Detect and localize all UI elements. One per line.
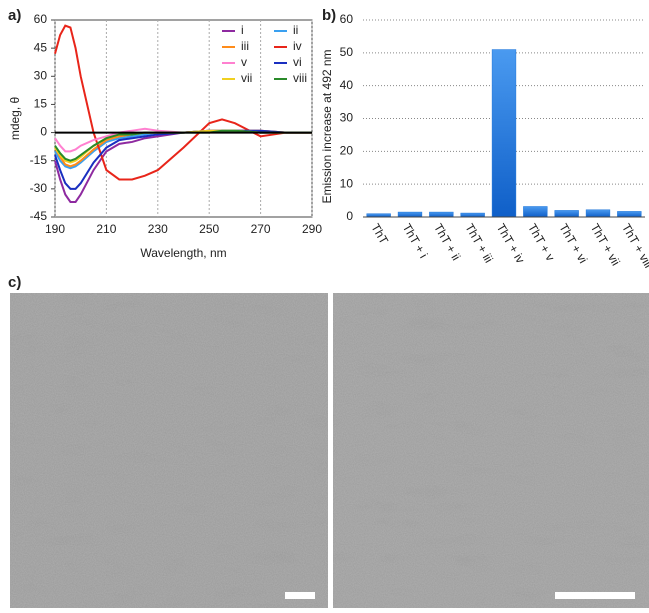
scale-bar (285, 592, 315, 599)
x-tick-label: ThT (368, 221, 391, 247)
x-tick-label: ThT + viii (619, 221, 649, 270)
y-tick-label: 60 (340, 12, 354, 26)
bar (617, 211, 642, 218)
x-tick-label: ThT + iii (462, 221, 496, 265)
panel-label: b) (322, 7, 336, 24)
y-tick-label: 50 (340, 45, 354, 59)
legend-label: iii (241, 39, 249, 53)
x-tick-label: 250 (199, 222, 219, 236)
y-tick-label: 15 (34, 97, 48, 111)
y-axis-label: Emission increase at 492 nm (320, 49, 334, 203)
legend-label: iv (293, 39, 302, 53)
bar (429, 211, 454, 218)
bar (554, 210, 579, 218)
y-tick-label: 20 (340, 144, 354, 158)
panel-label: c) (8, 274, 21, 291)
image-noise (333, 293, 649, 608)
legend-label: ii (293, 23, 298, 37)
x-tick-label: 230 (148, 222, 168, 236)
y-tick-label: 40 (340, 78, 354, 92)
legend-label: i (241, 23, 244, 37)
y-tick-label: -15 (30, 153, 48, 167)
series-line (54, 129, 312, 203)
y-tick-label: -45 (30, 209, 48, 223)
legend-label: vii (241, 71, 252, 85)
series-line (54, 129, 312, 162)
plot-frame (54, 19, 313, 218)
y-tick-label: 45 (34, 40, 48, 54)
y-axis-label: mdeg, θ (8, 96, 22, 140)
bar (585, 209, 611, 218)
y-tick-label: 30 (34, 68, 48, 82)
bar (397, 211, 423, 218)
y-tick-label: 30 (340, 111, 354, 125)
x-tick-label: ThT + i (400, 221, 431, 260)
x-tick-label: 270 (251, 222, 271, 236)
y-tick-label: -30 (30, 181, 48, 195)
legend-label: viii (293, 71, 307, 85)
x-tick-label: ThT + vii (588, 221, 623, 268)
x-tick-label: ThT + iv (494, 221, 528, 266)
panel-label: a) (8, 7, 21, 24)
scale-bar (555, 592, 635, 599)
y-tick-label: 0 (346, 209, 353, 223)
x-tick-label: ThT + v (525, 221, 558, 263)
x-tick-label: 290 (302, 222, 322, 236)
series-line (54, 24, 312, 181)
bar (491, 49, 517, 218)
x-tick-label: 190 (45, 222, 65, 236)
legend-label: v (241, 55, 247, 69)
y-tick-label: 0 (40, 125, 47, 139)
bar (460, 212, 485, 218)
x-tick-label: 210 (96, 222, 116, 236)
x-axis-label: Wavelength, nm (140, 246, 226, 260)
bar (523, 206, 548, 218)
y-tick-label: 10 (340, 176, 354, 190)
micrograph-left (10, 293, 328, 608)
x-tick-label: ThT + vi (556, 221, 590, 266)
micrograph-right (333, 293, 649, 608)
y-tick-label: 60 (34, 12, 48, 26)
image-noise (10, 293, 328, 608)
legend-label: vi (293, 55, 302, 69)
x-tick-label: ThT + ii (431, 221, 463, 263)
